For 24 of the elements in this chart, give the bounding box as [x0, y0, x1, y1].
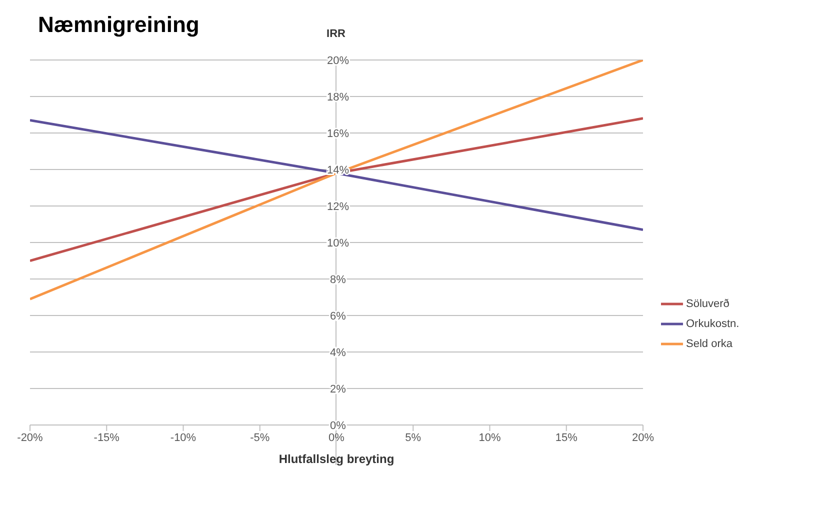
x-tick-label: 10% — [478, 432, 501, 444]
x-tick-label: 15% — [555, 432, 578, 444]
y-axis-title: IRR — [326, 28, 346, 40]
y-tick-label: 6% — [330, 310, 346, 322]
y-tick-label: 8% — [330, 274, 346, 286]
legend-label: Seld orka — [686, 338, 732, 350]
x-axis-title: Hlutfallsleg breyting — [278, 452, 394, 466]
x-tick-label: -5% — [250, 432, 270, 444]
chart-title: Næmnigreining — [38, 12, 200, 38]
y-tick-label: 12% — [326, 201, 350, 213]
y-tick-label: 10% — [326, 238, 350, 250]
legend-label: Orkukostn. — [686, 318, 740, 330]
x-tick-label: 20% — [632, 432, 654, 444]
y-tick-label: 16% — [326, 128, 350, 140]
y-tick-label: 0% — [330, 420, 346, 432]
x-tick-label: -20% — [17, 432, 44, 444]
y-tick-label: 2% — [330, 384, 346, 396]
y-tick-label: 18% — [326, 92, 350, 104]
legend-label: Söluverð — [686, 298, 730, 310]
x-tick-label: -15% — [94, 432, 120, 444]
y-tick-label: 20% — [326, 55, 350, 67]
x-tick-label: -10% — [170, 432, 196, 444]
x-tick-label: 5% — [405, 432, 422, 444]
y-tick-label: 4% — [330, 347, 346, 359]
